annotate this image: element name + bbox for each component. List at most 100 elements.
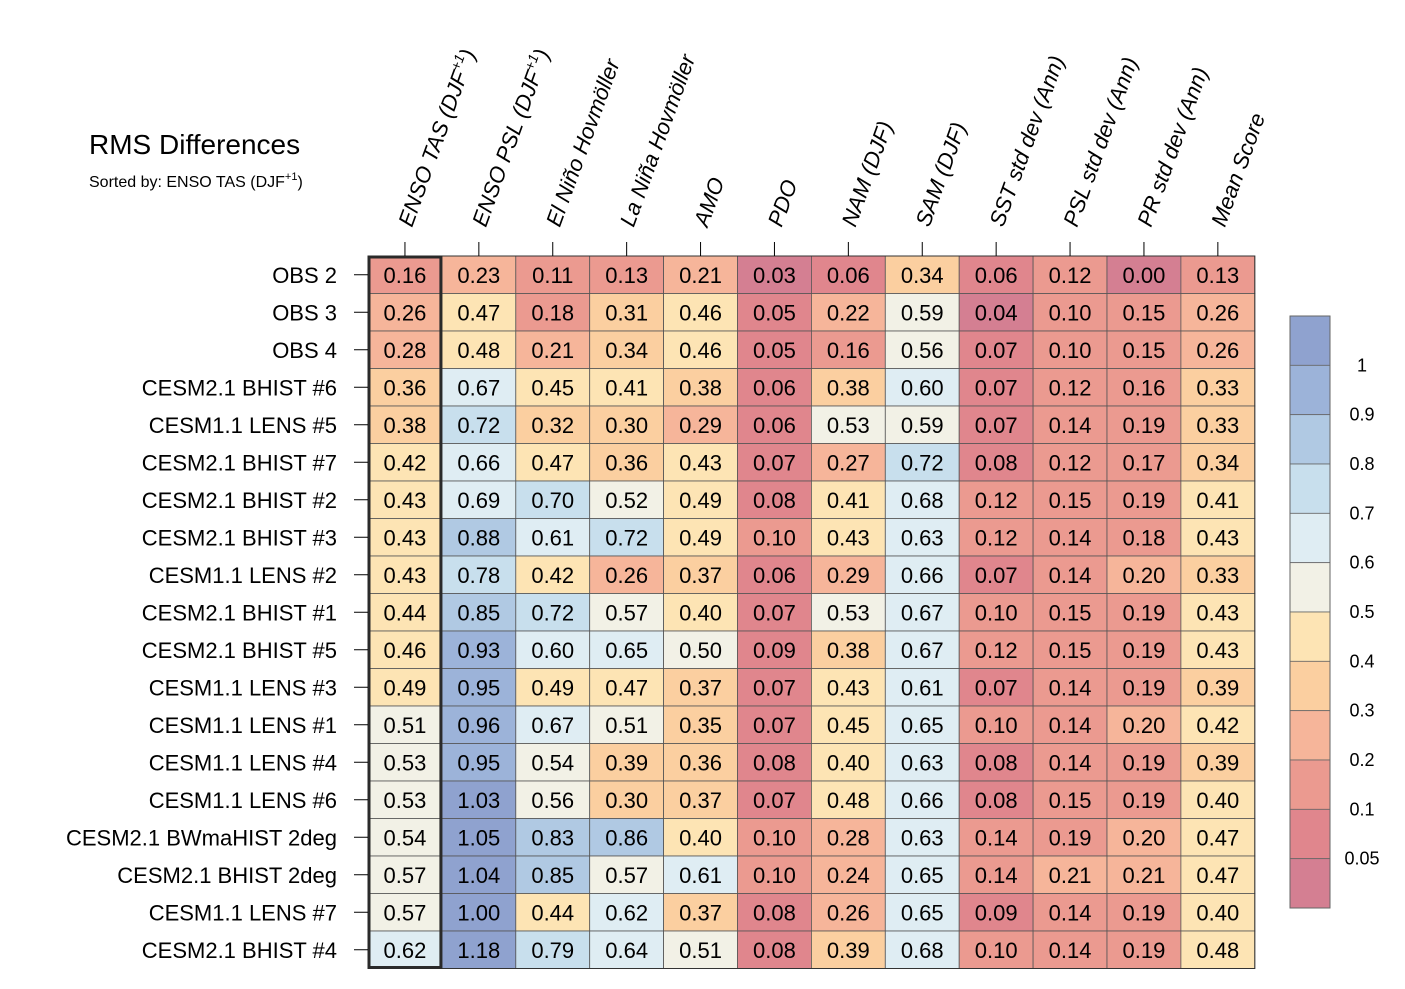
- cell-value-label: 0.21: [1049, 863, 1092, 888]
- cell-value-label: 0.67: [901, 638, 944, 663]
- heatmap-cell: [589, 293, 665, 332]
- heatmap-cell: [1106, 518, 1182, 557]
- heatmap-cell: [515, 405, 591, 444]
- cell-value-label: 0.19: [1123, 750, 1166, 775]
- cell-value-label: 0.19: [1123, 938, 1166, 963]
- heatmap-cell: [663, 518, 738, 557]
- cell-value-label: 0.07: [975, 675, 1018, 700]
- cell-value-label: 0.26: [1196, 300, 1239, 325]
- cell-value-label: 0.83: [531, 825, 574, 850]
- row-label: CESM1.1 LENS #6: [149, 788, 337, 813]
- heatmap-cell: [1032, 780, 1108, 819]
- heatmap-cell: [1180, 855, 1256, 894]
- cell-value-label: 0.39: [605, 750, 648, 775]
- cell-value-label: 0.63: [901, 525, 944, 550]
- cell-value-label: 0.14: [1049, 750, 1092, 775]
- cell-value-label: 0.47: [457, 300, 500, 325]
- heatmap-cell: [811, 480, 886, 519]
- heatmap-cell: [811, 518, 886, 557]
- heatmap-cell: [441, 555, 517, 594]
- heatmap-cell: [958, 930, 1034, 969]
- cell-value-label: 0.47: [1196, 863, 1239, 888]
- cell-value-label: 0.11: [532, 263, 573, 288]
- heatmap-cell: [958, 893, 1034, 932]
- cell-value-label: 0.37: [679, 788, 722, 813]
- heatmap-cell: [737, 930, 812, 969]
- cell-value-label: 0.66: [901, 563, 944, 588]
- cell-value-label: 0.40: [679, 825, 722, 850]
- cell-value-label: 0.09: [975, 900, 1018, 925]
- heatmap-cell: [1180, 743, 1256, 782]
- heatmap-cell: [1106, 555, 1182, 594]
- cell-value-label: 0.61: [901, 675, 944, 700]
- heatmap-cell: [589, 443, 665, 482]
- cell-value-label: 0.40: [679, 600, 722, 625]
- cell-value-label: 0.12: [1049, 263, 1092, 288]
- cell-value-label: 0.18: [531, 300, 574, 325]
- cell-value-label: 0.33: [1196, 413, 1239, 438]
- cell-value-label: 0.43: [827, 675, 870, 700]
- cell-value-label: 0.38: [384, 413, 427, 438]
- sorted-column-highlight: [367, 255, 443, 969]
- cell-value-label: 0.60: [531, 638, 574, 663]
- heatmap-cell: [1180, 368, 1256, 407]
- heatmap-cell: [515, 930, 591, 969]
- cell-value-label: 0.54: [531, 750, 574, 775]
- heatmap-cell: [441, 293, 517, 332]
- cell-value-label: 0.10: [1049, 300, 1092, 325]
- cell-value-label: 0.33: [1196, 375, 1239, 400]
- cell-value-label: 0.53: [827, 600, 870, 625]
- cell-value-label: 0.19: [1123, 638, 1166, 663]
- row-label: CESM2.1 BHIST #6: [142, 375, 337, 400]
- row-label: CESM1.1 LENS #2: [149, 563, 337, 588]
- heatmap-cell: [367, 930, 443, 969]
- cell-value-label: 0.14: [1049, 563, 1092, 588]
- cell-value-label: 0.85: [457, 600, 500, 625]
- cell-value-label: 0.34: [605, 338, 648, 363]
- heatmap-cell: [737, 705, 812, 744]
- cell-value-label: 0.07: [975, 563, 1018, 588]
- cell-value-label: 0.49: [531, 675, 574, 700]
- cell-value-label: 0.43: [1196, 638, 1239, 663]
- cell-value-label: 0.57: [384, 863, 427, 888]
- heatmap-cell: [589, 593, 665, 632]
- row-label: CESM2.1 BHIST #5: [142, 638, 337, 663]
- heatmap-cell: [884, 255, 960, 294]
- colorbar-bin: [1289, 414, 1331, 465]
- cell-value-label: 0.32: [531, 413, 574, 438]
- heatmap-cell: [811, 705, 886, 744]
- cell-value-label: 0.08: [753, 900, 796, 925]
- heatmap-cell: [737, 743, 812, 782]
- cell-value-label: 0.44: [384, 600, 427, 625]
- cell-value-label: 0.72: [605, 525, 648, 550]
- column-label: Mean Score: [1206, 110, 1270, 230]
- heatmap-cell: [1106, 405, 1182, 444]
- colorbar-tick-label: 0.8: [1349, 454, 1374, 474]
- colorbar-tick-label: 0.2: [1349, 750, 1374, 770]
- cell-value-label: 0.50: [679, 638, 722, 663]
- cell-value-label: 0.46: [384, 638, 427, 663]
- cell-value-label: 0.51: [679, 938, 722, 963]
- heatmap-cell: [515, 893, 591, 932]
- row-label: CESM1.1 LENS #5: [149, 413, 337, 438]
- heatmap-cell: [884, 743, 960, 782]
- heatmap-cell: [515, 368, 591, 407]
- cell-value-label: 0.41: [1196, 488, 1239, 513]
- row-label: CESM1.1 LENS #4: [149, 750, 337, 775]
- heatmap-cell: [1032, 368, 1108, 407]
- heatmap-cell: [1032, 443, 1108, 482]
- cell-value-label: 0.43: [827, 525, 870, 550]
- cell-value-label: 0.10: [975, 713, 1018, 738]
- cell-value-label: 0.28: [384, 338, 427, 363]
- heatmap-cell: [515, 518, 591, 557]
- cell-value-label: 0.15: [1123, 300, 1166, 325]
- row-label: CESM2.1 BWmaHIST 2deg: [66, 825, 337, 850]
- colorbar-tick-label: 0.3: [1349, 701, 1374, 721]
- cell-value-label: 0.13: [1196, 263, 1239, 288]
- cell-value-label: 0.62: [384, 938, 427, 963]
- cell-value-label: 0.65: [901, 863, 944, 888]
- cell-value-label: 0.06: [753, 413, 796, 438]
- cell-value-label: 0.79: [531, 938, 574, 963]
- cell-value-label: 0.43: [384, 525, 427, 550]
- heatmap-cell: [811, 893, 886, 932]
